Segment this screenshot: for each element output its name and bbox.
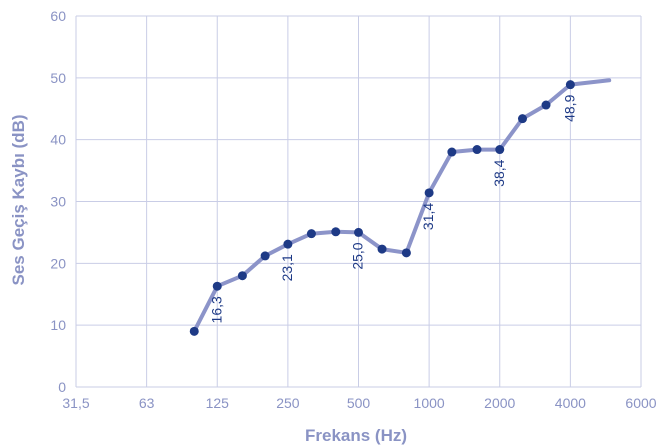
x-tick-label: 2000 <box>484 395 515 411</box>
data-label: 38,4 <box>491 159 507 186</box>
data-point <box>260 251 270 261</box>
data-point <box>306 229 316 239</box>
data-label: 23,1 <box>279 254 295 281</box>
series-group <box>189 78 612 336</box>
data-point <box>565 80 575 90</box>
x-tick-label: 250 <box>276 395 300 411</box>
y-tick-label: 50 <box>50 70 66 86</box>
data-point <box>517 114 527 124</box>
data-point <box>447 147 457 157</box>
x-tick-label: 6000 <box>625 395 656 411</box>
y-tick-label: 20 <box>50 255 66 271</box>
y-tick-label: 0 <box>58 379 66 395</box>
y-tick-label: 30 <box>50 194 66 210</box>
data-point <box>237 271 247 281</box>
series-line <box>192 78 612 334</box>
data-point <box>401 248 411 258</box>
data-label: 25,0 <box>350 242 366 269</box>
y-tick-label: 40 <box>50 132 66 148</box>
x-axis-title: Frekans (Hz) <box>305 426 407 445</box>
x-tick-label: 1000 <box>414 395 445 411</box>
y-tick-label: 60 <box>50 8 66 24</box>
data-label: 48,9 <box>561 94 577 121</box>
data-point <box>189 326 199 336</box>
y-axis-title: Ses Geçiş Kaybı (dB) <box>9 114 28 285</box>
x-tick-label: 125 <box>206 395 230 411</box>
data-point <box>495 145 505 155</box>
grid <box>75 15 642 388</box>
x-tick-label: 31,5 <box>62 395 89 411</box>
data-point <box>424 188 434 198</box>
data-point <box>283 239 293 249</box>
x-tick-label: 500 <box>347 395 371 411</box>
data-point <box>377 244 387 254</box>
data-labels: 16,3 23,1 25,0 31,4 38,4 48,9 <box>208 94 577 323</box>
y-axis-ticks: 0 10 20 30 40 50 60 <box>50 8 66 395</box>
x-tick-label: 4000 <box>555 395 586 411</box>
data-point <box>541 100 551 110</box>
data-label: 31,4 <box>420 203 436 230</box>
data-point <box>472 145 482 155</box>
x-tick-label: 63 <box>139 395 155 411</box>
x-axis-ticks: 31,5 63 125 250 500 1000 2000 4000 6000 <box>62 395 656 411</box>
y-tick-label: 10 <box>50 317 66 333</box>
data-point <box>212 281 222 291</box>
data-point <box>354 227 363 237</box>
data-point <box>331 227 341 237</box>
data-label: 16,3 <box>208 296 224 323</box>
